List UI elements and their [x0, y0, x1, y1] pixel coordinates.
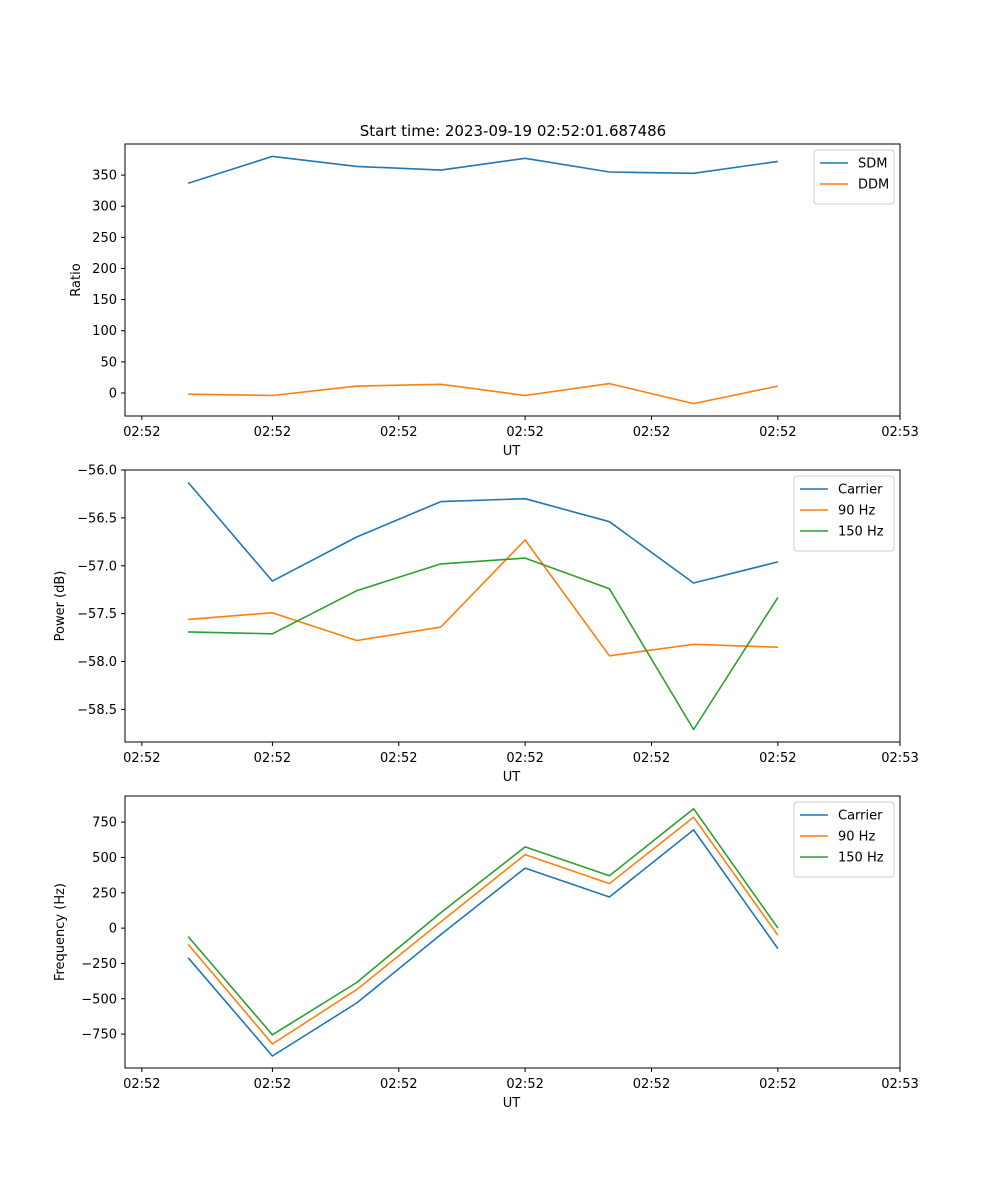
y-tick-label: −58.0 [77, 655, 117, 670]
x-tick-label: 02:52 [633, 1077, 670, 1092]
x-tick-label: 02:52 [759, 751, 796, 766]
y-tick-label: 0 [109, 922, 117, 937]
legend-label: 90 Hz [838, 504, 875, 519]
subplot-frequency: 02:52 02:52 02:52 02:52 02:52 02:52 02:53 −750 −… [53, 795, 919, 1111]
series-line-150-hz [188, 557, 779, 731]
legend-label: Carrier [838, 483, 883, 498]
x-tick-label: 02:52 [123, 751, 160, 766]
y-tick-label: −250 [81, 957, 117, 972]
y-tick-label: −750 [81, 1028, 117, 1043]
y-tick-label: 200 [92, 262, 117, 277]
x-tick-label: 02:52 [506, 1077, 543, 1092]
y-axis-label: Frequency (Hz) [53, 883, 68, 981]
x-tick-label: 02:52 [633, 425, 670, 440]
series-line-90-hz [188, 539, 778, 657]
y-tick-label: −57.0 [77, 559, 117, 574]
subplots: 02:52 02:52 02:52 02:52 02:52 02:52 02:53 0 50 10… [53, 143, 919, 1111]
y-tick-label: 0 [109, 386, 117, 401]
y-axis-label: Ratio [69, 263, 84, 296]
series-line-ddm [188, 382, 779, 405]
x-tick-label: 02:53 [881, 751, 918, 766]
x-tick-label: 02:52 [123, 1077, 160, 1092]
plot-frame [124, 795, 901, 1069]
x-tick-label: 02:52 [759, 425, 796, 440]
y-tick-label: 350 [92, 169, 117, 184]
x-tick-label: 02:52 [633, 751, 670, 766]
x-axis-label: UT [503, 1096, 521, 1111]
legend-label: 150 Hz [838, 851, 884, 866]
x-tick-label: 02:52 [759, 1077, 796, 1092]
legend-label: DDM [858, 178, 889, 193]
legend-label: 90 Hz [838, 830, 875, 845]
x-tick-label: 02:52 [506, 751, 543, 766]
y-tick-label: −500 [81, 992, 117, 1007]
x-tick-label: 02:52 [123, 425, 160, 440]
x-tick-label: 02:52 [380, 425, 417, 440]
y-tick-label: 300 [92, 200, 117, 215]
x-tick-label: 02:52 [380, 751, 417, 766]
y-tick-label: −56.0 [77, 464, 117, 479]
y-tick-label: 150 [92, 293, 117, 308]
x-tick-label: 02:52 [254, 1077, 291, 1092]
series-line-90-hz [187, 816, 779, 1045]
subplot-ratio: 02:52 02:52 02:52 02:52 02:52 02:52 02:53 0 50 10… [69, 143, 919, 459]
y-tick-label: −56.5 [77, 511, 117, 526]
x-tick-label: 02:52 [380, 1077, 417, 1092]
y-axis-label: Power (dB) [53, 571, 68, 642]
series-line-carrier [187, 481, 779, 584]
plot-frame [124, 143, 901, 417]
y-tick-label: 250 [92, 886, 117, 901]
legend-label: 150 Hz [838, 525, 884, 540]
series-line-carrier [187, 829, 779, 1057]
x-tick-label: 02:52 [254, 751, 291, 766]
y-tick-label: −58.5 [77, 703, 117, 718]
legend-box [793, 801, 895, 878]
subplot-power: 02:52 02:52 02:52 02:52 02:52 02:52 02:53 −56.0… [53, 464, 919, 786]
x-tick-label: 02:52 [506, 425, 543, 440]
y-tick-label: −57.5 [77, 607, 117, 622]
x-tick-label: 02:53 [881, 425, 918, 440]
series-line-sdm [187, 155, 779, 184]
y-tick-label: 750 [92, 816, 117, 831]
y-tick-label: 500 [92, 851, 117, 866]
legend: Carrier 90 Hz 150 Hz [793, 801, 895, 878]
legend-label: SDM [858, 157, 887, 172]
chart-title: Start time: 2023-09-19 02:52:01.687486 [360, 122, 666, 140]
y-tick-label: 50 [100, 355, 117, 370]
y-tick-label: 100 [92, 324, 117, 339]
x-tick-label: 02:52 [254, 425, 291, 440]
series-line-150-hz [187, 807, 779, 1036]
legend: Carrier 90 Hz 150 Hz [793, 475, 895, 552]
plot-frame [124, 469, 901, 743]
x-axis-label: UT [503, 770, 521, 785]
y-tick-label: 250 [92, 231, 117, 246]
legend-label: Carrier [838, 809, 883, 824]
legend: SDM DDM [813, 149, 895, 205]
x-tick-label: 02:53 [881, 1077, 918, 1092]
x-axis-label: UT [503, 444, 521, 459]
legend-box [793, 475, 895, 552]
